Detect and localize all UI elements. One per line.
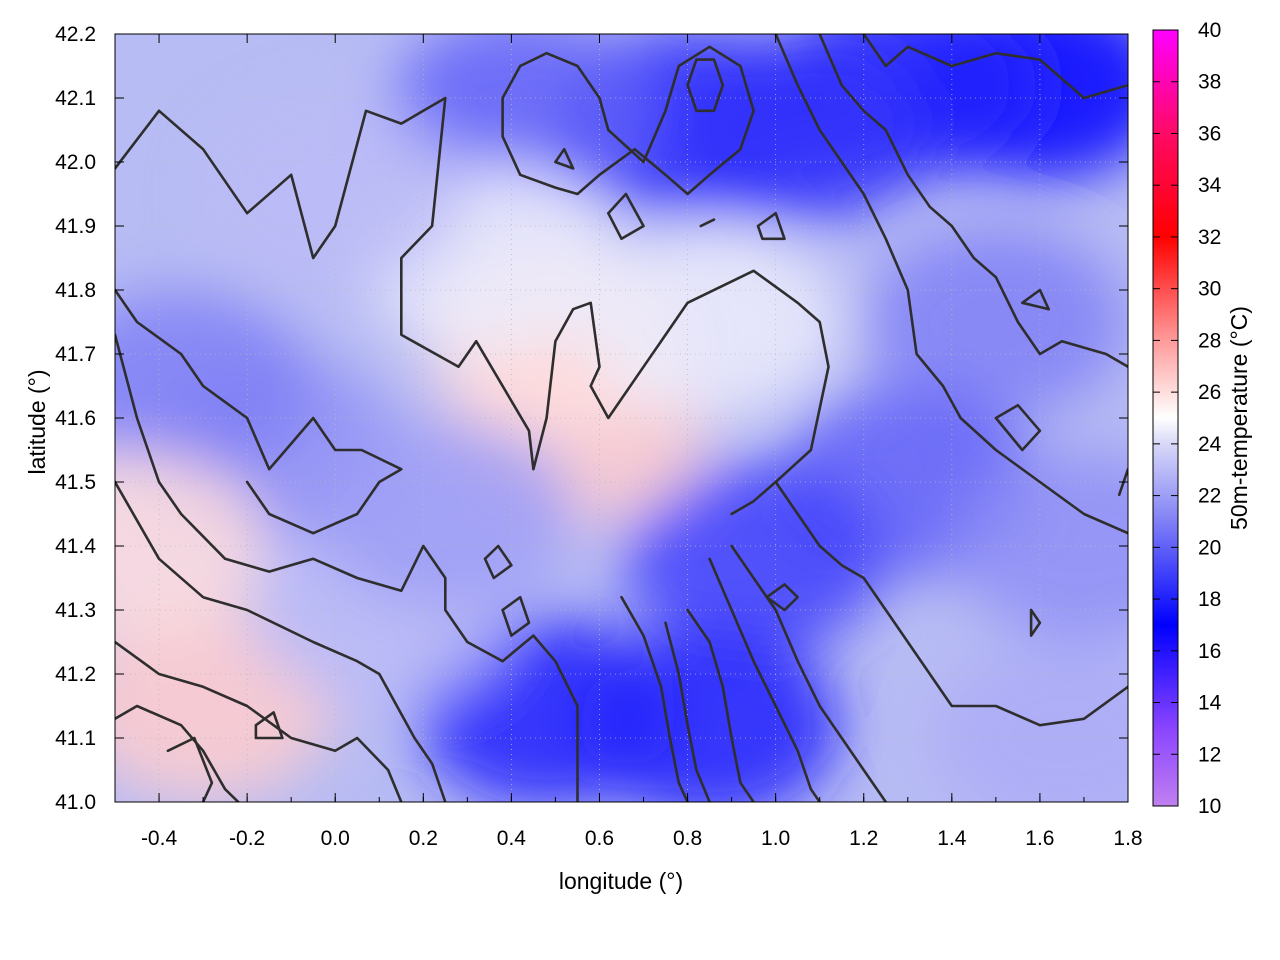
contour-line	[686, 608, 755, 802]
colorbar-tick-label: 32	[1198, 226, 1221, 249]
y-tick-label: 41.4	[55, 535, 96, 558]
y-tick-label: 41.8	[55, 279, 96, 302]
heatmap-region	[931, 643, 1128, 802]
contour-line	[774, 480, 1128, 727]
colorbar-ticks	[1153, 29, 1178, 807]
y-tick-label: 41.9	[55, 215, 96, 238]
axis-ticks	[114, 33, 1129, 803]
colorbar-tick-labels: 10 12 14 16 18 20 22 24 26 28 30 32 34 36 38 40	[1198, 19, 1222, 818]
contour-line	[115, 333, 579, 802]
y-axis-tick-labels: 41.0 41.1 41.2 41.3 41.4 41.5 41.6 41.7 41.8 41.9…	[55, 23, 96, 814]
contour-lines	[115, 34, 1128, 802]
contour-line	[994, 403, 1042, 452]
contour-line	[607, 192, 645, 241]
colorbar-tick-label: 30	[1198, 278, 1221, 301]
colorbar-label: 50m-temperature (°C)	[1226, 306, 1252, 530]
x-tick-label: 1.2	[849, 827, 878, 850]
contour-line	[730, 544, 888, 802]
contour-line	[699, 218, 716, 228]
heatmap-region	[623, 463, 884, 654]
colorbar: 10 12 14 16 18 20 22 24 26 28 30 32 34 36 38 40 50m-tem…	[1152, 19, 1252, 818]
heatmap-region	[579, 227, 840, 417]
contour-line	[708, 557, 821, 802]
colorbar-tick-label: 38	[1198, 71, 1221, 94]
contour-line	[115, 480, 447, 802]
contour-line	[254, 711, 284, 740]
contour-line	[686, 58, 725, 113]
colorbar-tick-label: 14	[1198, 692, 1222, 715]
y-tick-label: 41.5	[55, 471, 96, 494]
y-tick-label: 42.2	[55, 23, 96, 46]
x-tick-label: 1.0	[761, 827, 790, 850]
colorbar-tick-label: 18	[1198, 588, 1221, 611]
x-tick-label: 0.2	[409, 827, 438, 850]
heatmap-region	[115, 451, 267, 641]
contour-line	[765, 583, 799, 612]
x-tick-label: -0.2	[229, 827, 265, 850]
colorbar-tick-label: 10	[1198, 795, 1221, 818]
contour-line	[818, 34, 1128, 369]
colorbar-tick-label: 26	[1198, 381, 1221, 404]
contour-line	[483, 544, 513, 580]
contour-line	[756, 211, 786, 241]
x-tick-label: 0.6	[585, 827, 614, 850]
plot-area	[114, 33, 1129, 803]
heatmap-region	[115, 291, 312, 481]
contour-line	[166, 736, 214, 802]
contour-line	[1021, 288, 1050, 311]
x-tick-label: 0.0	[321, 827, 350, 850]
contour-line	[115, 640, 403, 802]
x-tick-label: 1.8	[1113, 827, 1142, 850]
contour-line	[620, 595, 689, 802]
colorbar-tick-label: 36	[1198, 122, 1221, 145]
y-tick-label: 41.0	[55, 791, 96, 814]
x-axis-label: longitude (°)	[559, 868, 683, 894]
x-tick-label: 0.8	[673, 827, 702, 850]
y-tick-label: 42.1	[55, 87, 96, 110]
colorbar-tick-label: 20	[1198, 536, 1221, 559]
x-tick-label: 0.4	[497, 827, 527, 850]
contour-line	[115, 96, 830, 516]
y-tick-label: 41.1	[55, 727, 96, 750]
contour-line	[862, 34, 1128, 100]
x-tick-label: 1.6	[1025, 827, 1054, 850]
x-axis-tick-labels: -0.4 -0.2 0.0 0.2 0.4 0.6 0.8 1.0 1.2 1.4 1.6 1.8	[141, 827, 1143, 850]
colorbar-tick-label: 34	[1198, 174, 1222, 197]
x-tick-label: -0.4	[141, 827, 178, 850]
y-tick-label: 41.2	[55, 663, 96, 686]
y-tick-label: 42.0	[55, 151, 96, 174]
colorbar-tick-label: 40	[1198, 19, 1221, 42]
contour-line	[664, 621, 711, 802]
colorbar-tick-label: 28	[1198, 329, 1221, 352]
contour-line	[501, 595, 531, 637]
colorbar-tick-label: 12	[1198, 743, 1221, 766]
y-tick-label: 41.7	[55, 343, 96, 366]
y-tick-label: 41.6	[55, 407, 96, 430]
contour-line	[1029, 608, 1042, 637]
contour-line	[554, 147, 575, 170]
colorbar-tick-label: 16	[1198, 640, 1221, 663]
colorbar-tick-label: 24	[1198, 433, 1222, 456]
contour-line	[115, 288, 403, 535]
contour-line	[774, 34, 1128, 535]
colorbar-fill	[1152, 29, 1179, 807]
colorbar-tick-label: 22	[1198, 485, 1221, 508]
y-tick-label: 41.3	[55, 599, 96, 622]
x-tick-label: 1.4	[937, 827, 967, 850]
y-axis-label: latitude (°)	[24, 369, 50, 474]
contour-line	[501, 45, 755, 196]
